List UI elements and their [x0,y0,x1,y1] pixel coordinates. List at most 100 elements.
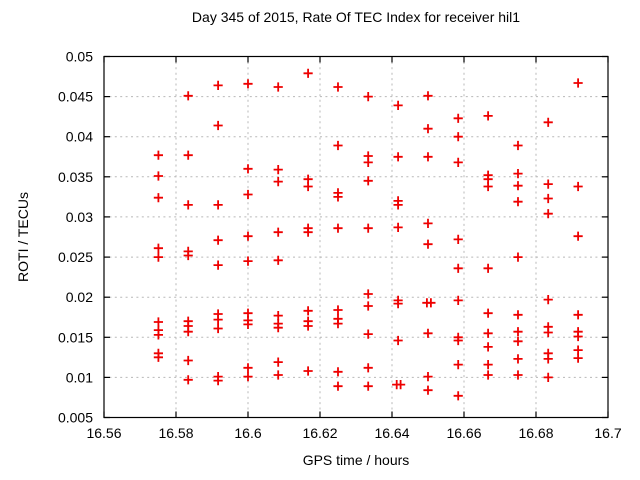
data-point-marker [453,234,463,244]
y-tick-label: 0.02 [66,289,93,305]
data-point-marker [243,189,253,200]
x-tick-label: 16.68 [518,425,553,441]
data-point-marker [183,250,193,261]
data-point-marker [303,181,313,192]
data-point-marker [243,256,253,266]
chart-title: Day 345 of 2015, Rate Of TEC Index for r… [191,9,521,25]
data-point-marker [393,299,403,309]
data-point-marker [423,91,433,101]
y-tick-label: 0.005 [58,410,93,426]
data-point-marker [483,328,493,338]
data-point-marker [273,177,283,187]
data-point-marker [153,171,163,181]
data-point-marker [543,354,553,364]
data-point-marker [213,200,223,210]
plot-border [103,55,609,419]
x-tick-label: 16.66 [446,425,481,441]
data-point-marker [183,327,193,337]
data-point-marker [333,223,343,233]
data-point-marker [273,370,283,380]
data-point-marker [513,252,523,262]
data-point-marker [573,331,583,342]
data-point-marker [453,157,463,167]
data-point-marker [363,381,373,391]
data-point-marker [483,308,493,318]
data-point-marker [153,352,163,362]
data-point-marker [303,227,313,237]
data-point-marker [333,381,343,391]
data-point-marker [183,91,193,101]
data-point-marker [426,298,436,308]
data-point-marker [213,80,223,90]
data-point-marker [273,323,283,333]
data-point-marker [363,223,373,233]
data-point-marker [423,372,433,382]
data-point-marker [423,385,433,395]
data-point-marker [543,372,553,382]
data-point-marker [453,391,463,401]
data-point-marker [393,100,403,110]
data-point-marker [393,152,403,162]
data-point-marker [396,380,406,390]
data-point-marker [513,197,523,207]
data-point-marker [333,140,343,151]
x-tick-label: 16.6 [234,425,261,441]
data-point-marker [303,321,313,331]
x-tick-label: 16.62 [302,425,337,441]
data-point-marker [273,82,283,92]
data-point-marker [153,330,163,340]
data-point-marker [483,370,493,380]
x-tick-label: 16.56 [86,425,121,441]
data-point-marker [573,231,583,241]
data-point-marker [303,306,313,316]
data-point-marker [573,345,583,355]
data-point-marker [453,295,463,305]
data-point-marker [513,327,523,337]
data-point-marker [483,181,493,192]
data-point-marker [543,209,553,219]
x-axis-label: GPS time / hours [302,452,410,468]
y-tick-label: 0.04 [66,129,93,145]
data-point-marker [513,169,523,179]
data-point-marker [333,319,343,329]
data-point-marker [213,120,223,131]
data-point-marker [573,181,583,192]
data-point-marker [513,370,523,380]
data-point-marker [333,192,343,202]
data-point-marker [423,124,433,134]
data-point-marker [363,157,373,167]
data-point-marker [153,243,163,253]
data-point-marker [483,111,493,121]
data-point-marker [393,200,403,210]
data-point-marker [183,200,193,210]
y-tick-label: 0.035 [58,169,93,185]
data-point-marker [543,295,553,305]
data-point-marker [153,193,163,203]
data-point-marker [183,355,193,366]
data-point-marker [303,366,313,376]
y-tick-label: 0.015 [58,329,93,345]
data-point-marker [303,68,313,78]
data-point-marker [543,327,553,338]
data-point-marker [243,372,253,382]
data-point-marker [363,363,373,373]
data-point-marker [153,252,163,262]
data-point-marker [453,132,463,142]
data-point-marker [213,323,223,334]
data-point-marker [243,79,253,89]
data-point-marker [513,181,523,191]
data-point-marker [333,82,343,92]
data-point-marker [273,227,283,237]
data-point-marker [213,235,223,245]
data-point-marker [363,92,373,102]
data-point-marker [273,165,283,175]
data-point-marker [423,152,433,162]
data-point-marker [243,363,253,373]
y-tick-label: 0.03 [66,209,93,225]
x-tick-label: 16.7 [594,425,621,441]
data-point-marker [333,367,343,377]
data-point-marker [423,239,433,249]
data-point-marker [393,335,403,346]
